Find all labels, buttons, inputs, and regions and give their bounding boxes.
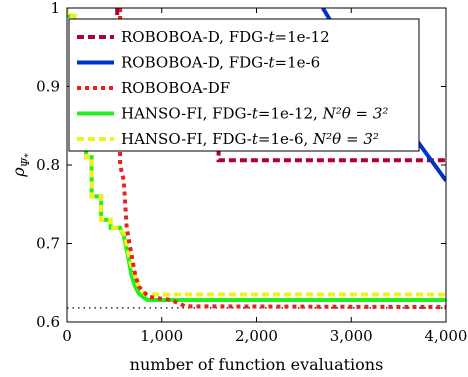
legend-label-italic: t (252, 105, 259, 123)
y-axis-label-rho: ρ (9, 167, 28, 178)
legend-label-1: ROBOBOA-D, FDG-t=1e-12 (121, 28, 330, 46)
legend-label-suffix: =1e-6, (258, 130, 313, 148)
ticks-layer: 0 1,000 2,000 3,000 4,000 0.6 0.7 0.8 0.9 1 (36, 0, 467, 345)
legend-label-2: ROBOBOA-D, FDG-t=1e-6 (121, 54, 320, 72)
y-tick-label: 1 (50, 0, 60, 17)
legend-label-italic: t (268, 28, 275, 46)
y-axis-label-psi: Ψ (19, 157, 32, 167)
legend-label-suffix: =1e-12, (258, 105, 323, 123)
legend-label-prefix: ROBOBOA-D, FDG- (121, 28, 268, 46)
legend-label-prefix: ROBOBOA-D, FDG- (121, 54, 268, 72)
x-tick-label: 1,000 (140, 327, 183, 345)
legend-label-3: ROBOBOA-DF (121, 79, 230, 97)
x-tick-label: 0 (62, 327, 72, 345)
y-tick-label: 0.8 (36, 156, 60, 174)
x-tick-label: 4,000 (425, 327, 468, 345)
x-axis-label: number of function evaluations (130, 355, 384, 374)
legend-label-tail: N²θ = 3² (312, 130, 379, 148)
y-axis-label-star: * (24, 153, 34, 158)
y-tick-label: 0.6 (36, 313, 60, 331)
y-tick-label: 0.7 (36, 235, 60, 253)
legend-label-tail: N²θ = 3² (322, 105, 389, 123)
legend-label-5: HANSO-FI, FDG-t=1e-6, N²θ = 3² (121, 130, 379, 148)
x-tick-label: 2,000 (235, 327, 278, 345)
legend-label-prefix: HANSO-FI, FDG- (121, 130, 252, 148)
x-tick-label: 3,000 (330, 327, 373, 345)
legend-label-prefix: HANSO-FI, FDG- (121, 105, 252, 123)
legend-box (68, 18, 420, 152)
series-line-3 (118, 8, 446, 310)
y-axis-label: ρΨ* (9, 153, 34, 178)
legend-label-4: HANSO-FI, FDG-t=1e-12, N²θ = 3² (121, 105, 388, 123)
legend-label-prefix: ROBOBOA-DF (121, 79, 230, 97)
legend-label-suffix: =1e-6 (275, 54, 321, 72)
series-line-1 (115, 8, 446, 163)
y-tick-label: 0.9 (36, 78, 60, 96)
legend-label-suffix: =1e-12 (275, 28, 330, 46)
legend-label-italic: t (252, 130, 259, 148)
legend-label-italic: t (268, 54, 275, 72)
